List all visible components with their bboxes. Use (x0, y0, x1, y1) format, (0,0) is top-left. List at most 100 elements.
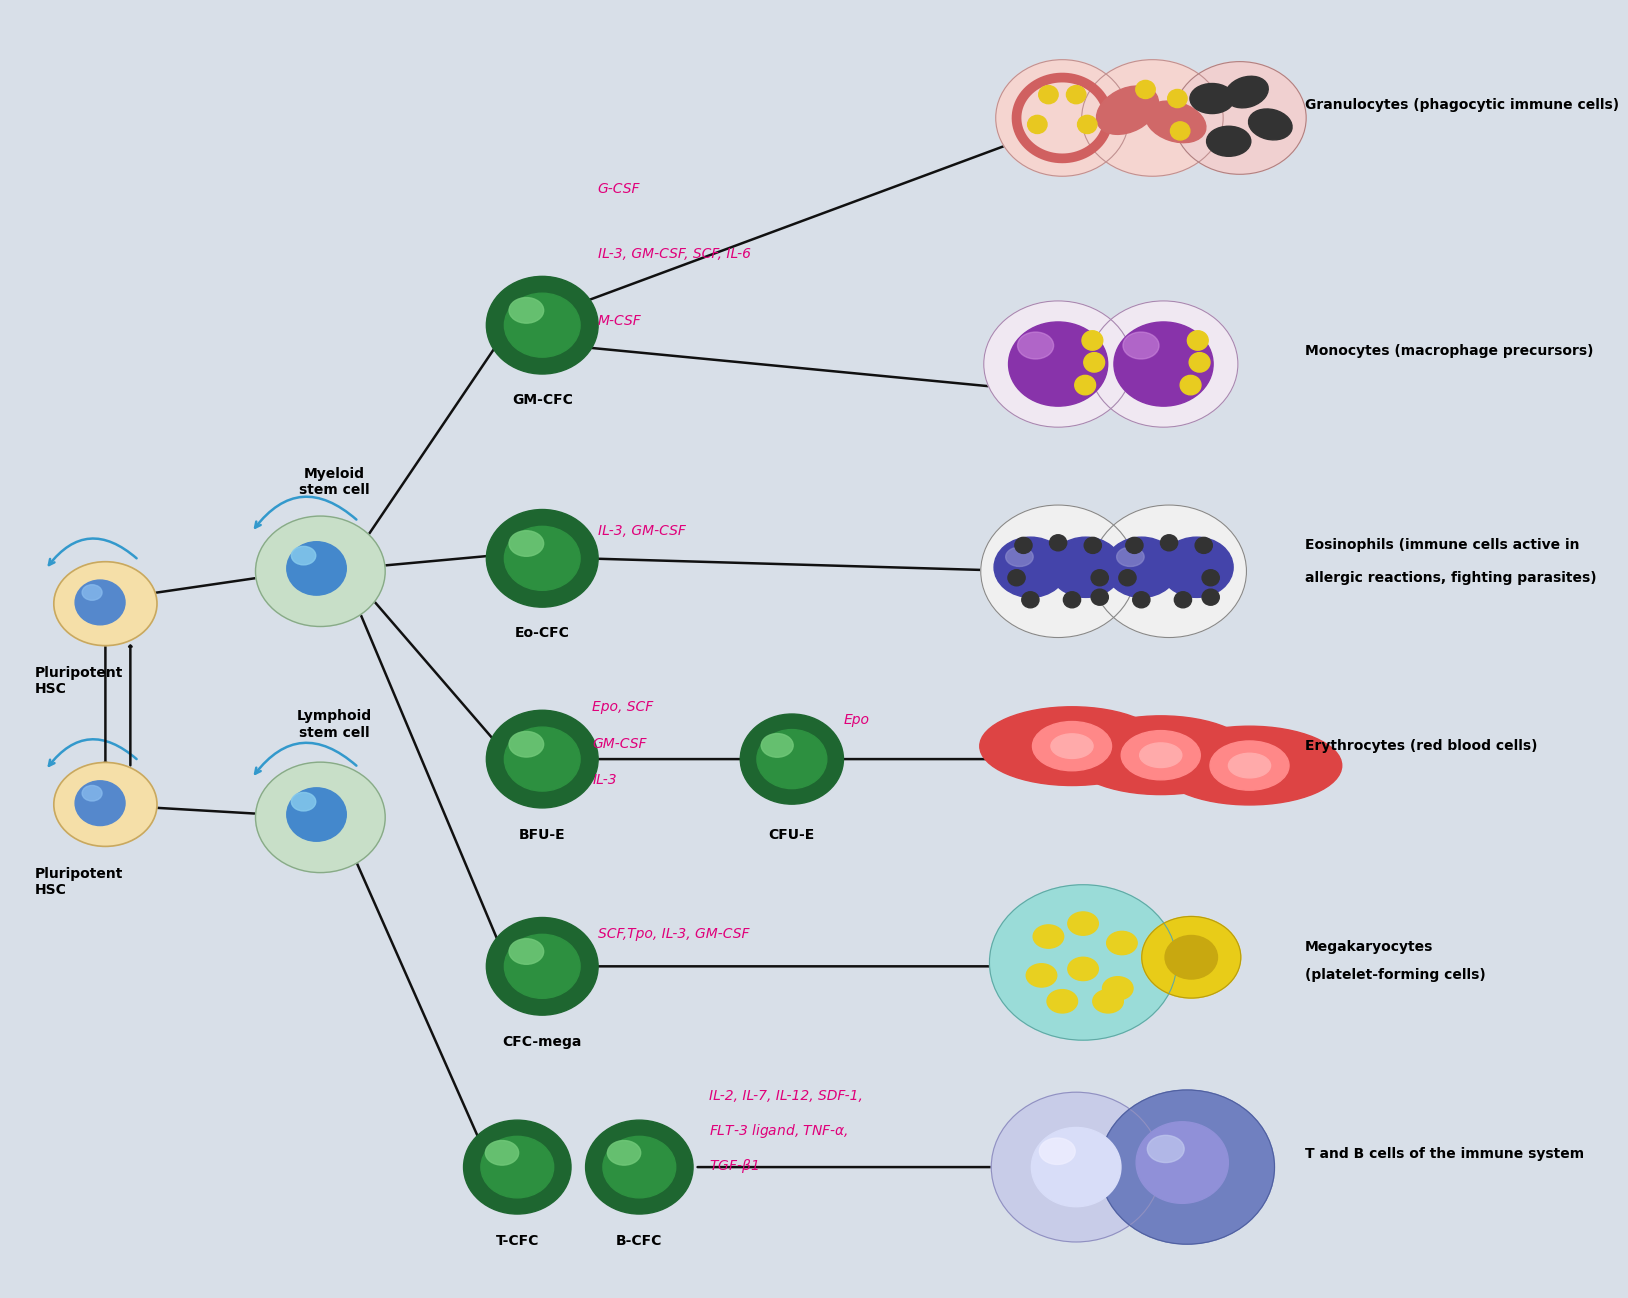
Text: BFU-E: BFU-E (519, 828, 565, 841)
Ellipse shape (1047, 989, 1078, 1012)
Circle shape (1201, 570, 1219, 585)
Ellipse shape (1006, 548, 1034, 566)
Circle shape (1167, 90, 1187, 108)
Ellipse shape (1068, 715, 1254, 794)
Ellipse shape (505, 293, 580, 357)
Circle shape (1188, 353, 1210, 373)
Ellipse shape (1018, 332, 1053, 360)
Text: allergic reactions, fighting parasites): allergic reactions, fighting parasites) (1306, 571, 1597, 585)
Ellipse shape (607, 1141, 641, 1166)
Ellipse shape (75, 781, 125, 826)
Ellipse shape (1039, 1138, 1074, 1164)
Circle shape (1050, 535, 1066, 550)
Ellipse shape (1114, 322, 1213, 406)
Text: GM-CFC: GM-CFC (511, 392, 573, 406)
Ellipse shape (487, 510, 597, 607)
Text: IL-3: IL-3 (593, 772, 617, 787)
Ellipse shape (464, 1120, 571, 1214)
Ellipse shape (996, 60, 1128, 177)
Circle shape (1187, 331, 1208, 350)
Ellipse shape (1166, 936, 1218, 979)
Ellipse shape (1034, 925, 1063, 949)
Circle shape (1195, 537, 1213, 553)
Ellipse shape (1146, 101, 1206, 143)
Text: Granulocytes (phagocytic immune cells): Granulocytes (phagocytic immune cells) (1306, 99, 1620, 112)
Circle shape (1084, 537, 1102, 553)
Ellipse shape (1229, 753, 1270, 778)
Ellipse shape (980, 505, 1135, 637)
Ellipse shape (75, 580, 125, 624)
Ellipse shape (256, 517, 386, 627)
Text: Epo, SCF: Epo, SCF (593, 701, 653, 714)
Ellipse shape (1107, 932, 1138, 954)
Circle shape (1014, 537, 1032, 553)
Text: TGF-$\beta$1: TGF-$\beta$1 (708, 1157, 759, 1175)
Circle shape (1083, 331, 1102, 350)
Circle shape (1118, 570, 1136, 585)
Ellipse shape (1141, 916, 1241, 998)
Circle shape (1133, 592, 1149, 607)
Ellipse shape (1048, 537, 1122, 597)
Ellipse shape (485, 1141, 519, 1166)
Ellipse shape (1092, 505, 1247, 637)
Ellipse shape (1068, 912, 1099, 936)
Ellipse shape (1117, 548, 1144, 566)
Ellipse shape (1226, 77, 1268, 108)
Text: Epo: Epo (843, 713, 869, 727)
Ellipse shape (741, 714, 843, 805)
Ellipse shape (1009, 322, 1107, 406)
Text: Pluripotent
HSC: Pluripotent HSC (34, 666, 124, 696)
Ellipse shape (487, 918, 597, 1015)
Circle shape (1074, 375, 1096, 395)
Ellipse shape (510, 297, 544, 323)
Ellipse shape (505, 935, 580, 998)
Text: Myeloid
stem cell: Myeloid stem cell (300, 467, 370, 497)
Ellipse shape (1148, 1136, 1184, 1163)
Circle shape (1161, 535, 1177, 550)
Text: M-CSF: M-CSF (597, 314, 641, 328)
Text: IL-3, GM-CSF, SCF, IL-6: IL-3, GM-CSF, SCF, IL-6 (597, 247, 751, 261)
Text: B-CFC: B-CFC (615, 1234, 663, 1249)
Circle shape (1201, 589, 1219, 605)
Circle shape (1091, 589, 1109, 605)
Text: CFU-E: CFU-E (768, 828, 816, 841)
Circle shape (1078, 116, 1097, 134)
Circle shape (1084, 353, 1104, 373)
Ellipse shape (1249, 109, 1293, 140)
Text: Erythrocytes (red blood cells): Erythrocytes (red blood cells) (1306, 739, 1537, 753)
Ellipse shape (505, 727, 580, 790)
Ellipse shape (757, 729, 827, 789)
Text: Megakaryocytes: Megakaryocytes (1306, 940, 1433, 954)
Ellipse shape (1140, 742, 1182, 767)
Text: SCF,Tpo, IL-3, GM-CSF: SCF,Tpo, IL-3, GM-CSF (597, 927, 749, 941)
Circle shape (1174, 592, 1192, 607)
Circle shape (1180, 375, 1201, 395)
Text: (platelet-forming cells): (platelet-forming cells) (1306, 968, 1486, 983)
Ellipse shape (81, 785, 103, 801)
Text: FLT-3 ligand, TNF-$\alpha$,: FLT-3 ligand, TNF-$\alpha$, (708, 1121, 848, 1140)
Text: T and B cells of the immune system: T and B cells of the immune system (1306, 1147, 1584, 1162)
Circle shape (1136, 80, 1156, 99)
Ellipse shape (602, 1136, 676, 1198)
Ellipse shape (1052, 733, 1092, 758)
Text: IL-2, IL-7, IL-12, SDF-1,: IL-2, IL-7, IL-12, SDF-1, (708, 1089, 863, 1103)
Text: CFC-mega: CFC-mega (503, 1035, 581, 1049)
Ellipse shape (1032, 1128, 1122, 1207)
Ellipse shape (1089, 301, 1237, 427)
Circle shape (1027, 116, 1047, 134)
Text: Monocytes (macrophage precursors): Monocytes (macrophage precursors) (1306, 344, 1594, 358)
Text: Eosinophils (immune cells active in: Eosinophils (immune cells active in (1306, 539, 1579, 553)
Ellipse shape (487, 276, 597, 374)
Ellipse shape (1161, 537, 1232, 597)
Circle shape (1066, 86, 1086, 104)
Text: G-CSF: G-CSF (597, 182, 640, 196)
Text: Pluripotent
HSC: Pluripotent HSC (34, 867, 124, 897)
Circle shape (1039, 86, 1058, 104)
Text: T-CFC: T-CFC (495, 1234, 539, 1249)
Ellipse shape (291, 546, 316, 565)
Ellipse shape (1105, 537, 1179, 597)
Circle shape (1127, 537, 1143, 553)
Ellipse shape (1174, 61, 1306, 174)
Text: IL-3, GM-CSF: IL-3, GM-CSF (597, 524, 685, 539)
Ellipse shape (487, 710, 597, 807)
